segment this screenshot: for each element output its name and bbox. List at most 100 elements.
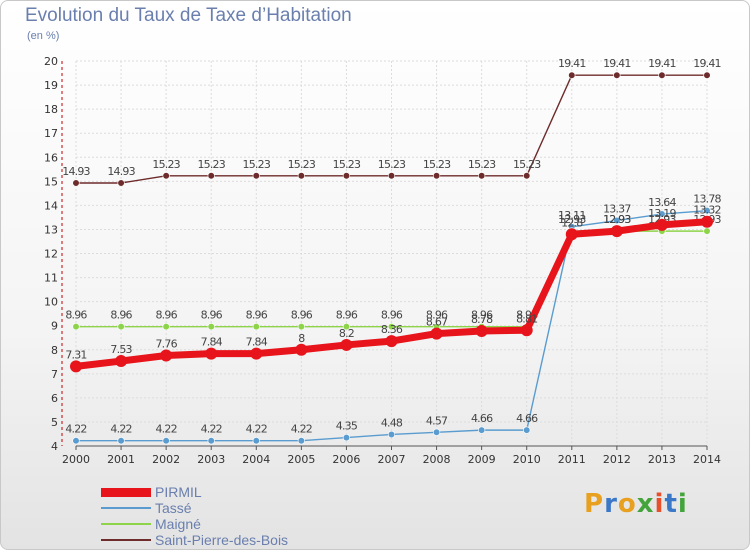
data-point (342, 433, 351, 442)
data-point (342, 323, 351, 331)
data-point (297, 172, 305, 180)
y-tick-label: 6 (51, 392, 58, 405)
data-label: 4.22 (110, 423, 131, 436)
brand-letter: x (636, 489, 655, 519)
data-label: 4.35 (336, 420, 358, 433)
data-label: 8.2 (339, 327, 354, 340)
x-tick-label: 2006 (332, 453, 360, 466)
data-label: 15.23 (468, 158, 496, 171)
y-tick-label: 8 (51, 344, 58, 357)
data-point (387, 430, 396, 439)
data-point (703, 227, 711, 235)
data-point (252, 323, 260, 331)
data-point (385, 335, 398, 348)
y-tick-label: 5 (51, 416, 58, 429)
data-point (162, 172, 170, 180)
data-point (703, 71, 711, 79)
y-tick-label: 9 (51, 320, 58, 333)
data-label: 14.93 (107, 165, 135, 178)
legend-label: Maigné (155, 516, 201, 532)
data-label: 4.48 (381, 416, 403, 429)
data-point (613, 216, 621, 225)
data-label: 8.36 (381, 323, 403, 336)
chart-subtitle: (en %) (27, 30, 60, 42)
y-tick-label: 11 (44, 272, 58, 285)
y-tick-label: 20 (44, 55, 58, 68)
data-label: 12.93 (603, 213, 631, 226)
data-point (565, 228, 578, 241)
legend-item: Maigné (101, 516, 288, 532)
data-point (432, 428, 441, 436)
data-point (432, 172, 441, 180)
data-point (430, 327, 443, 340)
data-point (613, 71, 621, 79)
data-label: 8 (298, 332, 305, 345)
data-point (117, 323, 125, 331)
data-label: 8.81 (516, 312, 537, 325)
brand-letter: i (677, 489, 688, 519)
legend-item: Tassé (101, 500, 288, 516)
data-label: 15.23 (152, 158, 180, 171)
data-label: 8.96 (381, 309, 403, 322)
grid (75, 60, 708, 447)
data-point (162, 323, 170, 331)
data-point (568, 71, 576, 79)
data-point (252, 437, 260, 445)
data-label: 19.41 (558, 57, 586, 70)
x-tick-label: 2001 (107, 453, 135, 466)
data-point (117, 437, 125, 445)
x-tick-label: 2003 (197, 453, 225, 466)
data-point (342, 172, 351, 180)
data-point (115, 355, 128, 368)
data-point (250, 347, 263, 360)
data-label: 4.66 (471, 412, 493, 425)
legend-label: Saint-Pierre-des-Bois (155, 532, 289, 548)
data-label: 8.67 (426, 316, 448, 329)
data-label: 13.32 (693, 204, 721, 217)
data-label: 12.93 (558, 213, 586, 226)
brand-letter: o (617, 489, 637, 519)
data-label: 7.53 (110, 343, 132, 356)
x-tick-label: 2009 (468, 453, 496, 466)
y-tick-label: 12 (44, 248, 58, 261)
y-tick-label: 7 (51, 368, 58, 381)
x-tick-label: 2000 (62, 453, 90, 466)
data-point (70, 360, 82, 373)
data-label: 8.96 (336, 309, 358, 322)
data-label: 7.84 (246, 336, 268, 349)
data-point (658, 71, 666, 79)
data-label: 12.8 (561, 216, 583, 229)
data-label: 4.66 (516, 412, 538, 425)
x-tick-label: 2013 (648, 453, 676, 466)
data-label: 13.37 (603, 203, 631, 216)
data-label: 7.84 (201, 336, 223, 349)
brand-letter: r (604, 489, 618, 519)
data-point (478, 426, 486, 434)
data-point (610, 225, 623, 238)
chart-title: Evolution du Taux de Taxe d’Habitation (25, 5, 352, 26)
data-point (658, 210, 666, 218)
data-label: 8.96 (426, 309, 448, 322)
data-label: 15.23 (197, 158, 225, 171)
data-label: 8.96 (246, 309, 268, 322)
data-label: 7.31 (65, 348, 86, 361)
data-label: 15.23 (333, 158, 361, 171)
data-point (72, 179, 80, 187)
data-point (162, 437, 170, 445)
y-tick-label: 4 (51, 440, 58, 453)
brand-logo: Proxiti (584, 489, 688, 519)
data-point (703, 207, 711, 215)
x-tick-label: 2010 (513, 453, 541, 466)
legend-label: Tassé (155, 500, 192, 516)
brand-letter: t (664, 489, 678, 519)
x-tick-label: 2012 (603, 453, 631, 466)
y-tick-label: 19 (44, 79, 58, 92)
y-tick-label: 10 (44, 296, 58, 309)
data-label: 4.22 (65, 423, 86, 436)
y-tick-label: 13 (44, 223, 58, 236)
data-label: 8.96 (291, 309, 313, 322)
data-label: 15.23 (243, 158, 271, 171)
data-label: 13.19 (648, 207, 676, 220)
data-label: 8.96 (110, 309, 132, 322)
